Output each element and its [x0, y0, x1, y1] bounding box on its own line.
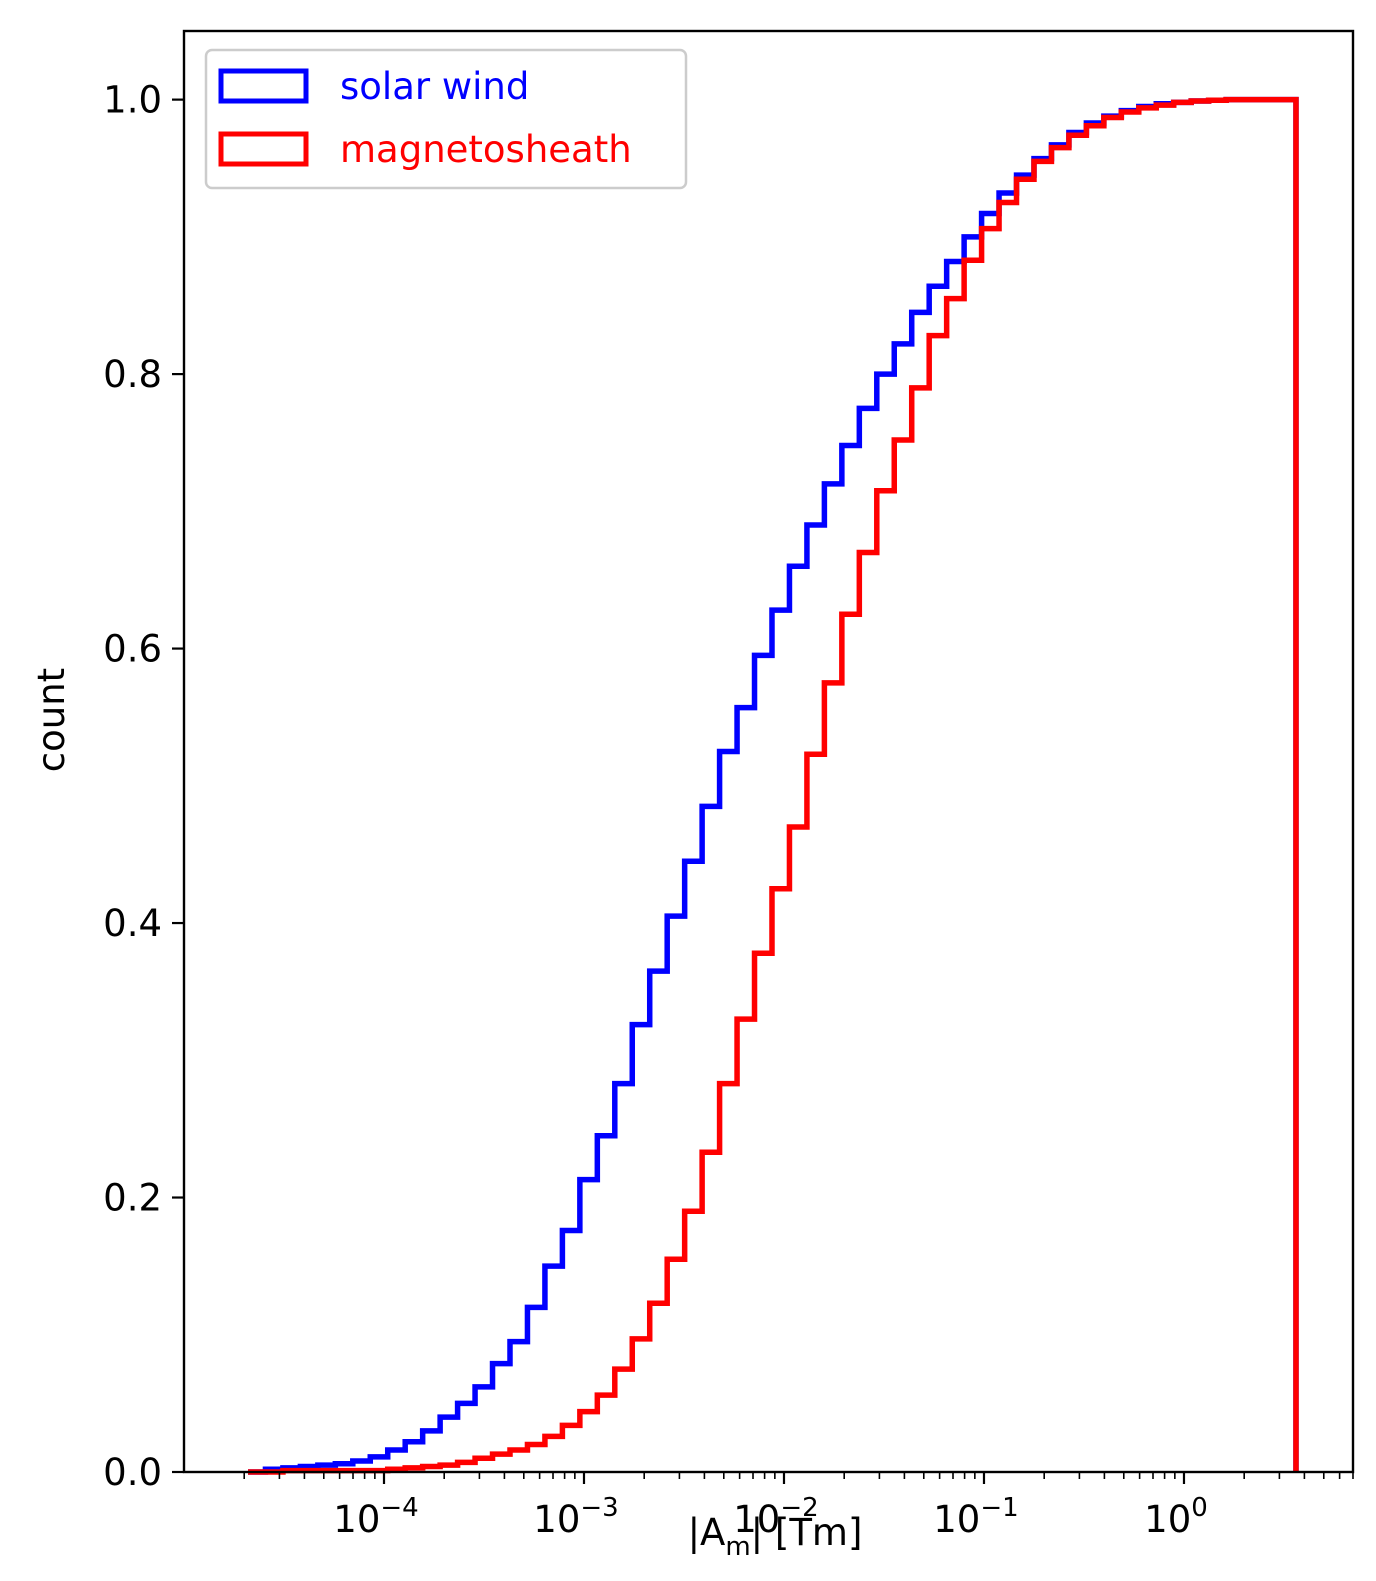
legend: solar wind magnetosheath: [204, 48, 688, 190]
legend-label-solar-wind: solar wind: [340, 65, 529, 108]
legend-frame: [204, 48, 688, 190]
legend-label-magnetosheath: magnetosheath: [340, 128, 632, 171]
x-tick-label-0: 10−4: [333, 1493, 418, 1541]
y-tick-label-0: 0.0: [103, 1451, 162, 1494]
plot-frame: [182, 29, 1355, 1474]
x-tick-label-3: 10−1: [933, 1493, 1018, 1541]
x-tick-label-1: 10−3: [533, 1493, 618, 1541]
legend-swatch-magnetosheath: [218, 131, 309, 167]
y-axis-ticks: 0.0 0.2 0.4 0.6 0.8 1.0: [103, 79, 184, 1494]
y-axis-label: count: [30, 668, 73, 772]
y-tick-label-2: 0.4: [103, 902, 162, 945]
y-tick-label-4: 0.8: [103, 353, 162, 396]
y-tick-label-1: 0.2: [103, 1177, 162, 1220]
x-tick-label-4: 100: [1144, 1493, 1208, 1541]
x-axis-ticks: 10−4 10−3 10−2 10−1 100: [243, 1472, 1354, 1541]
series-layer: [247, 96, 1299, 1475]
x-tick-label-2: 10−2: [733, 1493, 818, 1541]
y-tick-label-5: 1.0: [103, 79, 162, 122]
legend-swatch-solar-wind: [218, 68, 309, 104]
y-tick-label-3: 0.6: [103, 628, 162, 671]
series-line-1: [247, 96, 1299, 1475]
x-axis-label: |Am| [Tm]: [688, 1511, 863, 1562]
